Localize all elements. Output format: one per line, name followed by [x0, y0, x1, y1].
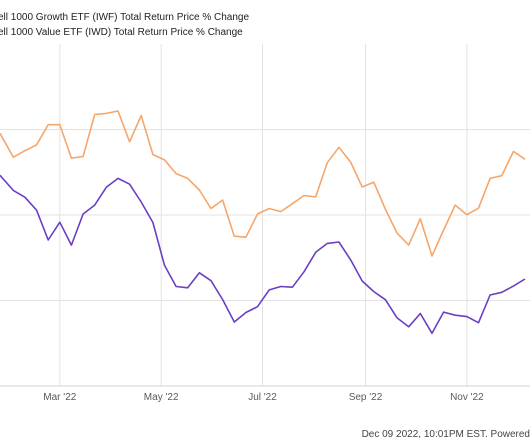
x-axis: Mar '22 May '22 Jul '22 Sep '22 Nov '22: [0, 385, 530, 403]
legend-item-iwf: sell 1000 Growth ETF (IWF) Total Return …: [0, 12, 250, 23]
gridlines: [0, 44, 530, 386]
x-tick-label: May '22: [144, 392, 179, 403]
series-layer: [0, 110, 526, 335]
x-tick-label: Sep '22: [349, 392, 383, 403]
x-tick-label: Mar '22: [43, 392, 76, 403]
x-tick-label: Jul '22: [248, 392, 277, 403]
x-tick-label: Nov '22: [450, 392, 484, 403]
chart-legend: sell 1000 Growth ETF (IWF) Total Return …: [0, 10, 249, 40]
series-line-iwf: [0, 110, 526, 257]
series-line-iwd: [0, 174, 526, 335]
chart-footer: Dec 09 2022, 10:01PM EST. Powered: [361, 429, 530, 440]
legend-item-iwd: sell 1000 Value ETF (IWD) Total Return P…: [0, 27, 243, 38]
